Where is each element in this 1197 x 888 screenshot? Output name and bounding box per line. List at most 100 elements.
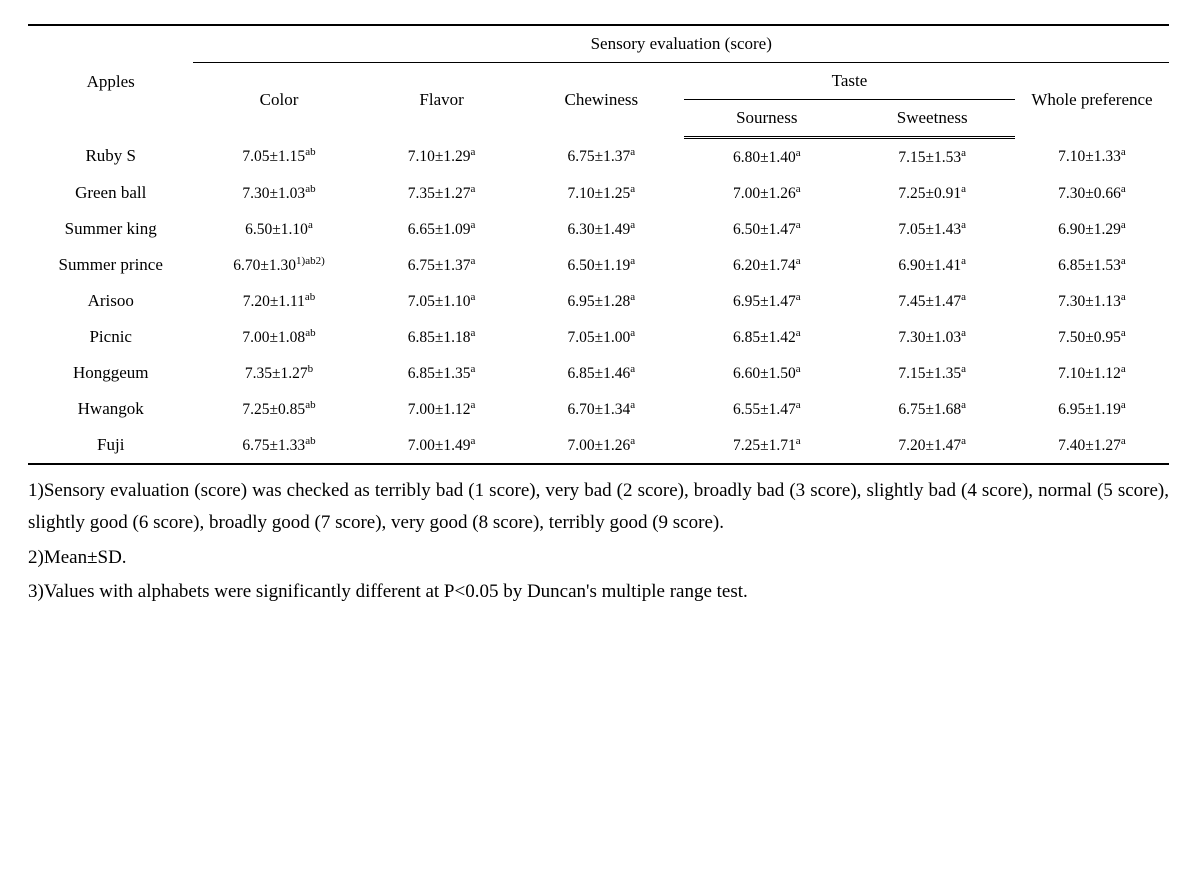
cell-superscript: a <box>796 147 801 159</box>
cell-superscript: ab <box>305 327 315 339</box>
data-cell: 7.40±1.27a <box>1015 427 1169 464</box>
cell-superscript: a <box>630 399 635 411</box>
cell-value: 6.95±1.28a <box>568 293 636 310</box>
cell-value: 7.20±1.47a <box>898 437 966 454</box>
data-cell: 6.55±1.47a <box>684 391 849 427</box>
row-name: Fuji <box>28 427 193 464</box>
data-cell: 7.00±1.49a <box>365 427 519 464</box>
cell-value: 7.25±0.91a <box>898 185 966 202</box>
cell-superscript: a <box>471 327 476 339</box>
data-cell: 7.10±1.25a <box>519 175 684 211</box>
table-row: Summer prince6.70±1.301)ab2)6.75±1.37a6.… <box>28 247 1169 283</box>
cell-superscript: a <box>796 291 801 303</box>
data-cell: 7.20±1.47a <box>849 427 1014 464</box>
table-row: Honggeum7.35±1.27b6.85±1.35a6.85±1.46a6.… <box>28 355 1169 391</box>
cell-superscript: ab <box>305 183 315 195</box>
cell-superscript: b <box>308 363 314 375</box>
cell-value: 7.10±1.12a <box>1058 365 1126 382</box>
data-cell: 7.05±1.10a <box>365 283 519 319</box>
cell-superscript: a <box>471 435 476 447</box>
data-cell: 7.00±1.08ab <box>193 319 364 355</box>
col-flavor: Flavor <box>365 63 519 138</box>
cell-superscript: a <box>630 435 635 447</box>
data-cell: 6.50±1.19a <box>519 247 684 283</box>
cell-superscript: a <box>1121 363 1126 375</box>
data-cell: 7.50±0.95a <box>1015 319 1169 355</box>
cell-superscript: a <box>471 399 476 411</box>
cell-superscript: a <box>796 435 801 447</box>
cell-value: 7.15±1.35a <box>898 365 966 382</box>
data-cell: 7.10±1.33a <box>1015 138 1169 176</box>
data-cell: 7.30±1.03a <box>849 319 1014 355</box>
cell-superscript: a <box>796 219 801 231</box>
data-cell: 7.25±0.91a <box>849 175 1014 211</box>
cell-value: 6.95±1.19a <box>1058 401 1126 418</box>
data-cell: 7.15±1.53a <box>849 138 1014 176</box>
row-name: Ruby S <box>28 138 193 176</box>
cell-value: 6.50±1.10a <box>245 221 313 238</box>
cell-superscript: ab <box>305 435 315 447</box>
footnotes: 1)Sensory evaluation (score) was checked… <box>28 475 1169 608</box>
data-cell: 6.95±1.47a <box>684 283 849 319</box>
cell-superscript: a <box>961 255 966 267</box>
cell-superscript: a <box>630 291 635 303</box>
cell-value: 7.00±1.26a <box>733 185 801 202</box>
cell-superscript: a <box>471 183 476 195</box>
table-row: Arisoo 7.20±1.11ab 7.05±1.10a 6.95±1.28a 6.9… <box>28 283 1169 319</box>
cell-superscript: a <box>630 327 635 339</box>
data-cell: 7.00±1.26a <box>684 175 849 211</box>
data-cell: 7.30±1.13a <box>1015 283 1169 319</box>
data-cell: 7.05±1.15ab <box>193 138 364 176</box>
cell-superscript: a <box>796 363 801 375</box>
table-row: Picnic7.00±1.08ab6.85±1.18a7.05±1.00a6.8… <box>28 319 1169 355</box>
data-cell: 6.60±1.50a <box>684 355 849 391</box>
data-cell: 6.85±1.18a <box>365 319 519 355</box>
cell-value: 7.50±0.95a <box>1058 329 1126 346</box>
cell-superscript: a <box>961 363 966 375</box>
col-chewiness: Chewiness <box>519 63 684 138</box>
table-row: Green ball7.30±1.03ab7.35±1.27a7.10±1.25… <box>28 175 1169 211</box>
data-cell: 6.75±1.37a <box>365 247 519 283</box>
cell-superscript: a <box>471 255 476 267</box>
row-name: Summer prince <box>28 247 193 283</box>
cell-superscript: a <box>630 255 635 267</box>
cell-value: 7.05±1.43a <box>898 221 966 238</box>
cell-value: 7.20±1.11ab <box>243 293 316 310</box>
cell-superscript: a <box>961 399 966 411</box>
data-cell: 7.05±1.00a <box>519 319 684 355</box>
cell-value: 6.95±1.47a <box>733 293 801 310</box>
data-cell: 6.70±1.301)ab2) <box>193 247 364 283</box>
cell-superscript: a <box>630 363 635 375</box>
cell-superscript: a <box>471 291 476 303</box>
data-cell: 6.75±1.37a <box>519 138 684 176</box>
cell-superscript: a <box>961 183 966 195</box>
cell-superscript: ab <box>305 146 315 158</box>
cell-superscript: a <box>1121 183 1126 195</box>
table-row: Summer king6.50±1.10a6.65±1.09a6.30±1.49… <box>28 211 1169 247</box>
data-cell: 6.75±1.68a <box>849 391 1014 427</box>
cell-value: 6.85±1.42a <box>733 329 801 346</box>
cell-value: 6.85±1.46a <box>568 365 636 382</box>
data-cell: 7.10±1.12a <box>1015 355 1169 391</box>
cell-value: 7.25±1.71a <box>733 437 801 454</box>
col-sweetness: Sweetness <box>849 100 1014 138</box>
data-cell: 7.35±1.27a <box>365 175 519 211</box>
cell-value: 6.60±1.50a <box>733 365 801 382</box>
cell-value: 7.45±1.47a <box>898 293 966 310</box>
cell-superscript: ab <box>305 291 315 303</box>
data-cell: 6.85±1.35a <box>365 355 519 391</box>
cell-superscript: a <box>961 327 966 339</box>
cell-value: 6.75±1.37a <box>568 148 636 165</box>
col-sourness: Sourness <box>684 100 849 138</box>
data-cell: 6.90±1.29a <box>1015 211 1169 247</box>
row-name: Hwangok <box>28 391 193 427</box>
cell-value: 7.30±1.03ab <box>242 185 315 202</box>
col-taste-group: Taste <box>684 63 1015 100</box>
data-cell: 6.95±1.19a <box>1015 391 1169 427</box>
cell-value: 6.85±1.18a <box>408 329 476 346</box>
cell-superscript: a <box>1121 219 1126 231</box>
cell-superscript: a <box>961 147 966 159</box>
cell-superscript: a <box>796 255 801 267</box>
cell-superscript: a <box>796 327 801 339</box>
row-name: Arisoo <box>28 283 193 319</box>
